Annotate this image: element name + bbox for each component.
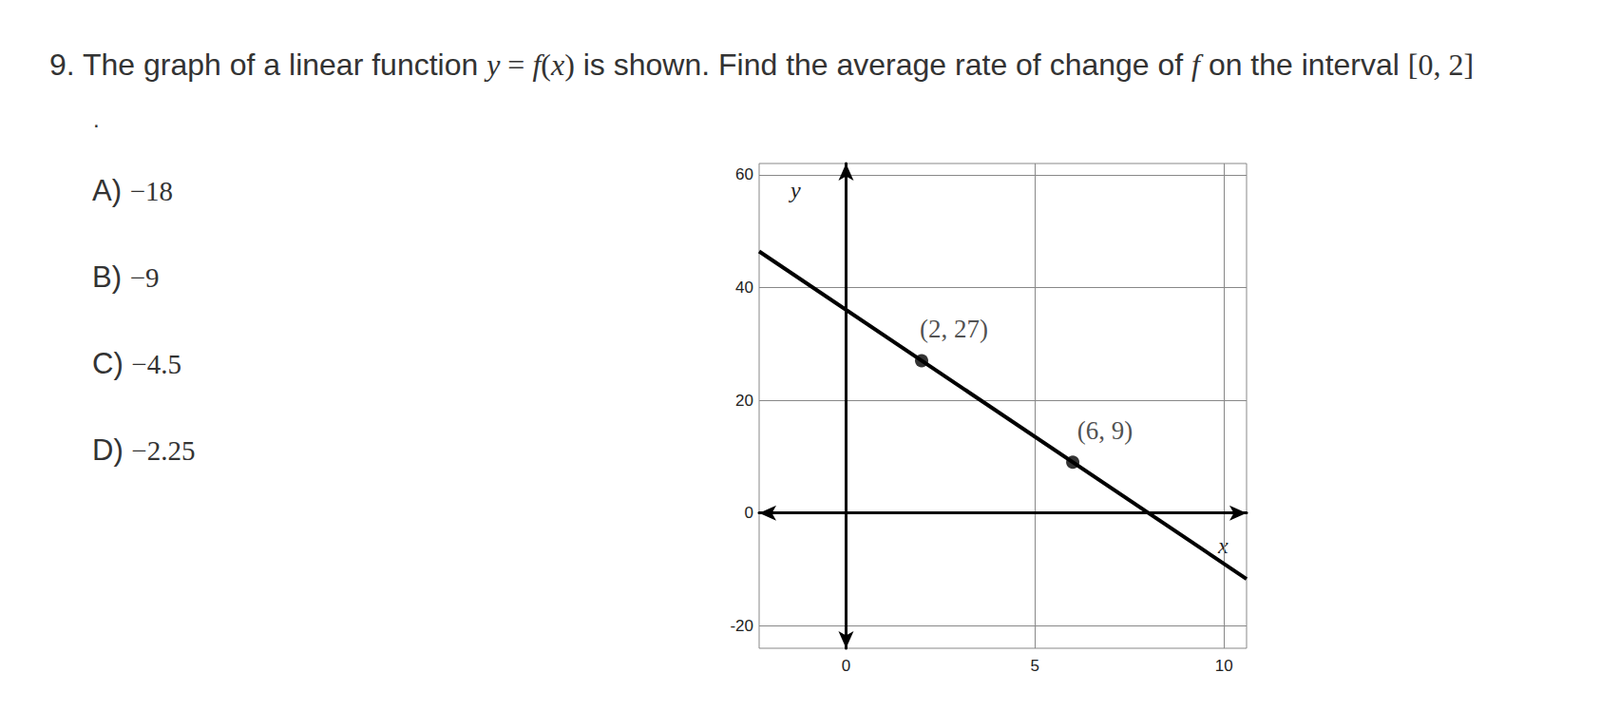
html-text:A) −18: A) −18 [92,173,173,208]
html-text:B) −9: B) −9 [92,260,160,294]
html-text:9. The graph of a linear funct: 9. The graph of a linear function y = f … [49,47,1474,82]
svg-text:5: 5 [1030,656,1040,675]
svg-text:(6, 9): (6, 9) [1077,416,1133,445]
svg-text:(2, 27): (2, 27) [919,314,989,343]
svg-text:x: x [1217,533,1229,558]
svg-text:y: y [788,177,801,203]
svg-text:40: 40 [735,278,754,297]
svg-text:-20: -20 [729,616,754,635]
svg-text:60: 60 [735,165,754,184]
html-text:C) −4.5: C) −4.5 [92,346,182,381]
svg-text:20: 20 [735,391,754,410]
html-text:D) −2.25: D) −2.25 [92,433,196,467]
svg-text:0: 0 [744,503,754,522]
svg-text:10: 10 [1215,656,1234,675]
svg-text:0: 0 [841,656,851,675]
